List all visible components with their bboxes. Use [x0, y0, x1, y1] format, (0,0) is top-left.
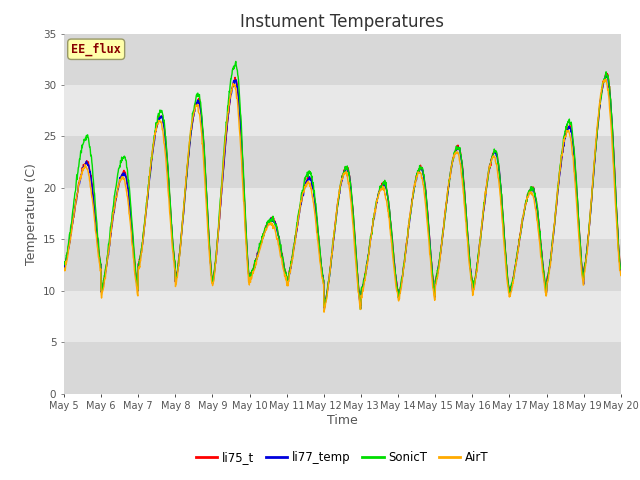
Bar: [64, 188, 621, 240]
Bar: [64, 291, 621, 342]
Bar: [64, 34, 621, 85]
X-axis label: Time: Time: [327, 414, 358, 427]
Bar: [64, 85, 621, 136]
Y-axis label: Temperature (C): Temperature (C): [24, 163, 38, 264]
Bar: [64, 342, 621, 394]
Bar: [64, 240, 621, 291]
Title: Instument Temperatures: Instument Temperatures: [241, 12, 444, 31]
Legend: li75_t, li77_temp, SonicT, AirT: li75_t, li77_temp, SonicT, AirT: [191, 446, 493, 469]
Text: EE_flux: EE_flux: [71, 43, 121, 56]
Bar: [64, 136, 621, 188]
